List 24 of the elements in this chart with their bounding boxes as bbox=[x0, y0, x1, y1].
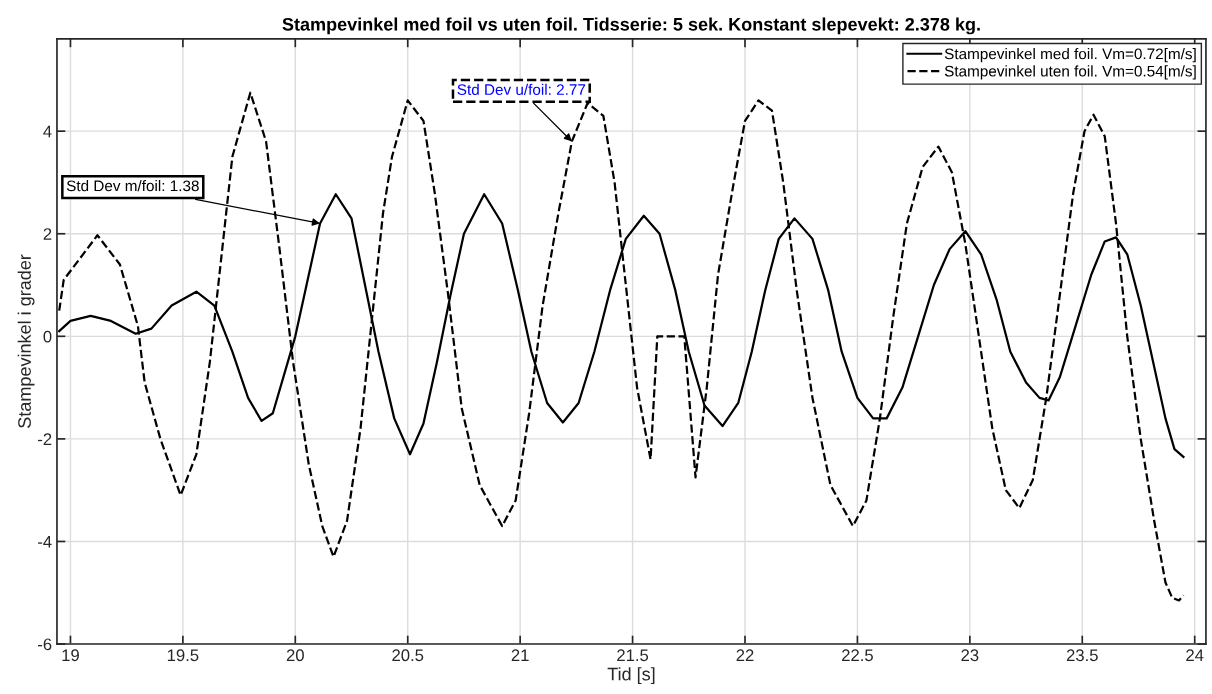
x-tick-label: 22 bbox=[736, 649, 754, 661]
legend-label: Stampevinkel med foil. Vm=0.72[m/s] bbox=[944, 48, 1196, 63]
x-tick-label: 22.5 bbox=[842, 649, 873, 662]
x-tick-label: 24 bbox=[1186, 649, 1204, 661]
y-tick-label: -4 bbox=[38, 536, 52, 548]
y-tick-label: 0 bbox=[43, 330, 52, 343]
y-axis-title: Stampevinkel i grader bbox=[17, 254, 35, 428]
x-tick-label: 20 bbox=[286, 649, 304, 662]
x-tick-label: 20.5 bbox=[392, 649, 424, 662]
annotation: Std Dev m/foil: 1.38 bbox=[66, 180, 199, 192]
x-tick-label: 19.5 bbox=[167, 649, 199, 662]
x-tick-label: 19 bbox=[62, 649, 79, 662]
chart-title: Stampevinkel med foil vs uten foil. Tidsserie: 5 sek. Konstant slepevekt: 2.378 kg. bbox=[282, 17, 980, 35]
annotation: Std Dev u/foil: 2.77 bbox=[457, 83, 586, 96]
x-tick-label: 23 bbox=[961, 649, 979, 662]
x-tick-label: 21.5 bbox=[617, 649, 649, 662]
x-tick-label: 21 bbox=[511, 649, 529, 661]
y-tick-label: 4 bbox=[43, 125, 52, 138]
x-axis-title: Tid [s] bbox=[607, 667, 655, 685]
x-tick-label: 23.5 bbox=[1066, 649, 1098, 662]
legend-label: Stampevinkel uten foil. Vm=0.54[m/s] bbox=[944, 65, 1196, 80]
y-tick-label: -2 bbox=[38, 433, 52, 445]
y-tick-label: -6 bbox=[38, 638, 52, 651]
y-tick-label: 2 bbox=[43, 228, 52, 240]
